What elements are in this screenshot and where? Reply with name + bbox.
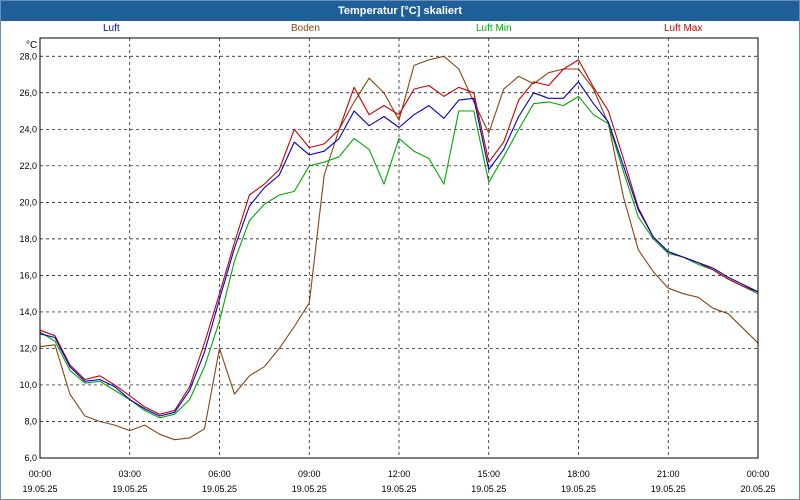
x-tick-date-label: 19.05.25 xyxy=(651,484,686,494)
y-tick-label: 20,0 xyxy=(19,197,37,207)
x-tick-time-label: 18:00 xyxy=(567,469,590,479)
y-tick-label: 16,0 xyxy=(19,270,37,280)
series-line-luft xyxy=(39,81,759,417)
y-tick-labels: 6,0 8,0 10,0 12,0 14,0 16,0 18,0 20,0 22,0 24,0 26… xyxy=(19,51,37,463)
grid xyxy=(40,38,758,458)
x-tick-time-label: 00:00 xyxy=(747,469,770,479)
x-tick-date-label: 19.05.25 xyxy=(381,484,416,494)
legend-luft-min: Luft Min xyxy=(476,23,512,34)
x-tick-labels: 00:00 19.05.25 03:00 19.05.25 06:00 19.05.25 0… xyxy=(22,469,775,494)
series-line-boden xyxy=(39,55,759,441)
x-tick-time-label: 03:00 xyxy=(118,469,141,479)
plot-area-frame xyxy=(39,37,759,459)
y-axis-unit: °C xyxy=(26,40,37,51)
x-tick-time-label: 15:00 xyxy=(477,469,500,479)
y-tick-label: 12,0 xyxy=(19,343,37,353)
y-tick-label: 22,0 xyxy=(19,161,37,171)
y-tick-label: 6,0 xyxy=(24,453,37,463)
legend-luft: Luft xyxy=(103,23,120,34)
x-tick-date-label: 20.05.25 xyxy=(740,484,775,494)
series-lines xyxy=(39,55,759,441)
x-tick-time-label: 06:00 xyxy=(208,469,231,479)
series-line-luft-max xyxy=(39,59,759,415)
x-tick-time-label: 09:00 xyxy=(298,469,321,479)
x-tick-time-label: 12:00 xyxy=(388,469,411,479)
x-tick-date-label: 19.05.25 xyxy=(112,484,147,494)
x-tick-time-label: 21:00 xyxy=(657,469,680,479)
y-tick-label: 24,0 xyxy=(19,124,37,134)
series-line-luft-min xyxy=(39,95,759,419)
x-tick-date-label: 19.05.25 xyxy=(292,484,327,494)
y-tick-label: 8,0 xyxy=(24,416,37,426)
y-tick-label: 14,0 xyxy=(19,307,37,317)
x-tick-date-label: 19.05.25 xyxy=(202,484,237,494)
y-tick-label: 28,0 xyxy=(19,51,37,61)
x-tick-date-label: 19.05.25 xyxy=(22,484,57,494)
x-tick-date-label: 19.05.25 xyxy=(561,484,596,494)
x-tick-time-label: 00:00 xyxy=(29,469,52,479)
legend-boden: Boden xyxy=(291,23,320,34)
y-tick-label: 18,0 xyxy=(19,234,37,244)
x-tick-date-label: 19.05.25 xyxy=(471,484,506,494)
y-tick-label: 10,0 xyxy=(19,380,37,390)
chart-title: Temperatur [°C] skaliert xyxy=(1,1,799,21)
y-tick-label: 26,0 xyxy=(19,88,37,98)
legend-luft-max: Luft Max xyxy=(664,23,703,34)
